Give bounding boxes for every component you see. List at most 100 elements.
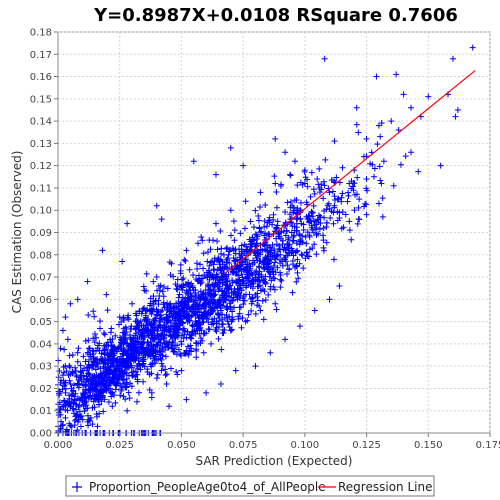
data-point xyxy=(103,377,110,384)
data-point xyxy=(152,348,159,355)
data-point xyxy=(160,301,167,308)
data-point xyxy=(353,121,360,128)
data-point xyxy=(250,277,257,284)
x-tick-label: 0.025 xyxy=(105,440,134,451)
data-point xyxy=(86,371,93,378)
data-point xyxy=(113,348,120,355)
data-point xyxy=(317,220,324,227)
data-point xyxy=(196,301,203,308)
data-point xyxy=(163,371,170,378)
data-point xyxy=(209,316,216,323)
data-point xyxy=(320,195,327,202)
data-point xyxy=(56,409,63,416)
data-point xyxy=(408,149,415,156)
data-point xyxy=(244,317,251,324)
data-point xyxy=(193,293,200,300)
data-point xyxy=(230,218,237,225)
data-point xyxy=(59,422,66,429)
data-point xyxy=(159,363,166,370)
x-tick-label: 0.150 xyxy=(414,440,443,451)
data-point xyxy=(86,356,93,363)
data-point xyxy=(262,201,269,208)
data-point xyxy=(376,163,383,170)
data-point xyxy=(306,233,313,240)
data-point xyxy=(148,341,155,348)
data-point xyxy=(231,237,238,244)
data-point xyxy=(219,261,226,268)
data-point xyxy=(90,308,97,315)
data-point xyxy=(188,296,195,303)
data-point xyxy=(271,252,278,259)
data-point xyxy=(228,326,235,333)
data-point xyxy=(336,282,343,289)
data-point xyxy=(156,345,163,352)
data-point xyxy=(68,392,75,399)
data-point xyxy=(212,171,219,178)
data-point xyxy=(371,165,378,172)
data-point xyxy=(76,408,83,415)
data-point xyxy=(84,278,91,285)
data-point xyxy=(173,368,180,375)
data-point xyxy=(229,308,236,315)
data-point xyxy=(87,353,94,360)
data-point xyxy=(216,296,223,303)
data-point xyxy=(194,265,201,272)
data-point xyxy=(158,348,165,355)
y-tick-label: 0.06 xyxy=(30,295,52,306)
data-point xyxy=(165,344,172,351)
data-point xyxy=(314,176,321,183)
data-point xyxy=(207,286,214,293)
data-point xyxy=(225,251,232,258)
data-point xyxy=(276,246,283,253)
data-point xyxy=(74,296,81,303)
data-point xyxy=(239,295,246,302)
y-tick-label: 0.14 xyxy=(30,117,52,128)
data-point xyxy=(183,314,190,321)
data-point xyxy=(270,211,277,218)
data-point xyxy=(83,402,90,409)
data-point xyxy=(144,326,151,333)
data-point xyxy=(65,400,72,407)
data-point xyxy=(278,277,285,284)
data-point xyxy=(318,181,325,188)
data-point xyxy=(91,330,98,337)
data-point xyxy=(84,349,91,356)
data-point xyxy=(220,321,227,328)
data-point xyxy=(103,291,110,298)
data-point xyxy=(144,338,151,345)
data-point xyxy=(179,310,186,317)
data-point xyxy=(257,246,264,253)
data-point xyxy=(373,73,380,80)
data-point xyxy=(85,337,92,344)
data-point xyxy=(105,342,112,349)
data-point xyxy=(119,258,126,265)
data-point xyxy=(177,261,184,268)
data-point xyxy=(182,257,189,264)
data-point xyxy=(243,269,250,276)
data-point xyxy=(370,173,377,180)
data-point xyxy=(123,384,130,391)
data-point xyxy=(400,91,407,98)
data-point xyxy=(200,349,207,356)
data-point xyxy=(97,318,104,325)
data-point xyxy=(89,347,96,354)
data-point xyxy=(211,299,218,306)
data-point xyxy=(238,246,245,253)
data-point xyxy=(286,241,293,248)
data-point xyxy=(232,250,239,257)
data-point xyxy=(222,297,229,304)
data-point xyxy=(198,293,205,300)
data-point xyxy=(262,230,269,237)
data-point xyxy=(269,266,276,273)
data-point xyxy=(215,335,222,342)
data-point xyxy=(154,309,161,316)
data-point xyxy=(252,207,259,214)
data-point xyxy=(252,311,259,318)
data-point xyxy=(299,181,306,188)
data-point xyxy=(310,229,317,236)
data-point xyxy=(227,303,234,310)
data-point xyxy=(105,398,112,405)
data-point xyxy=(85,416,92,423)
data-point xyxy=(60,363,67,370)
